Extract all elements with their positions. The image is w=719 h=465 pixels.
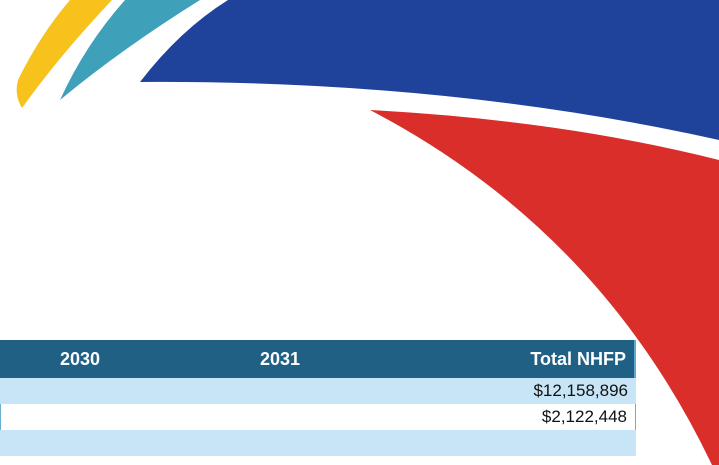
- total-cell: $2,122,448: [541, 407, 627, 426]
- table-row: [0, 430, 636, 456]
- header-cell: 2030: [59, 348, 101, 369]
- red-swoosh: [370, 110, 719, 465]
- header-cell: 2031: [259, 348, 301, 369]
- table-row: $2,122,448: [0, 404, 636, 430]
- yellow-swoosh: [16, 0, 113, 108]
- header-cell: Total NHFP: [530, 348, 626, 369]
- table-row: $12,158,896: [0, 378, 636, 404]
- blue-swoosh: [140, 0, 719, 140]
- table: 2030 2031 Total NHFP $12,158,896 $2,122,…: [0, 340, 636, 456]
- total-cell: $12,158,896: [533, 381, 628, 400]
- header-row: 2030 2031 Total NHFP: [0, 340, 636, 378]
- teal-swoosh: [60, 0, 200, 100]
